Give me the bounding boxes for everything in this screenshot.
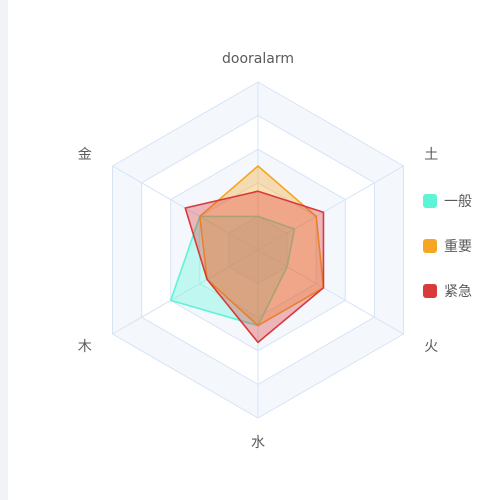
axis-spoke-2 xyxy=(257,249,404,335)
axis-label-5: 金 xyxy=(78,147,92,163)
axis-label-4: 木 xyxy=(78,339,92,355)
series-area-2[interactable] xyxy=(184,190,325,344)
axis-spoke-4 xyxy=(112,249,259,335)
series-layer xyxy=(169,165,325,344)
axis-label-3: 水 xyxy=(251,435,265,451)
series-2 xyxy=(184,190,325,344)
legend-item-2[interactable]: 紧急 xyxy=(423,284,472,300)
axis-labels: dooralarm 土火水 木 金 xyxy=(78,51,439,451)
axis-label-1: 土 xyxy=(424,147,438,163)
legend-label-1: 重要 xyxy=(444,239,472,255)
legend-item-0[interactable]: 一般 xyxy=(423,194,472,210)
series-1 xyxy=(199,165,325,327)
axis-spoke-1 xyxy=(257,165,404,251)
legend-label-2: 紧急 xyxy=(444,284,472,300)
legend-swatch-2 xyxy=(423,284,437,298)
legend-swatch-0 xyxy=(423,194,437,208)
left-edge-strip xyxy=(0,0,8,500)
legend-label-0: 一般 xyxy=(444,194,472,210)
series-area-1[interactable] xyxy=(199,165,325,327)
legend-swatch-1 xyxy=(423,239,437,253)
axis-lines xyxy=(112,82,404,418)
axis-label-2: 火 xyxy=(424,339,438,355)
legend-item-1[interactable]: 重要 xyxy=(423,239,472,255)
axis-label-0: dooralarm xyxy=(222,51,294,67)
